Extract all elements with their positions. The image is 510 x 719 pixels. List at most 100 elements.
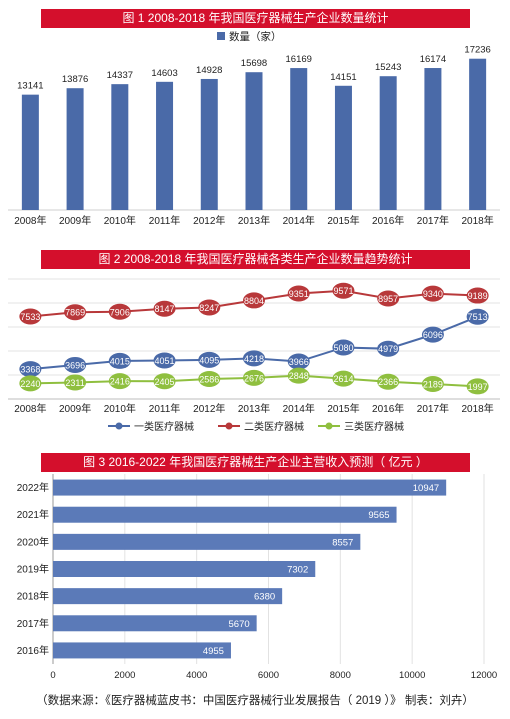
chart2-title: 图 2 2008-2018 年我国医疗器械各类生产企业数量趋势统计	[41, 250, 470, 269]
x-tick-label: 2014年	[283, 402, 315, 415]
data-label: 4051	[155, 356, 175, 366]
bar	[469, 58, 487, 210]
bar	[200, 78, 218, 210]
data-label: 2405	[155, 377, 175, 387]
data-point	[198, 351, 221, 368]
chart3-title: 图 3 2016-2022 年我国医疗器械生产企业主营收入预测（ 亿元 ）	[41, 453, 470, 472]
data-label: 2416	[110, 377, 130, 387]
data-point	[377, 290, 400, 307]
data-point	[153, 373, 176, 390]
data-point	[108, 303, 131, 320]
x-tick-label: 2000	[114, 670, 135, 681]
data-point	[108, 352, 131, 369]
legend-label: 数量（家）	[229, 30, 282, 43]
bar-value-label: 4955	[203, 646, 224, 657]
bar-value-label: 7302	[287, 565, 308, 576]
data-label: 7906	[110, 307, 130, 317]
data-point	[421, 285, 444, 302]
y-tick-label: 2017年	[17, 617, 49, 630]
bar	[379, 76, 397, 210]
bar	[21, 94, 39, 210]
x-tick-label: 10000	[399, 670, 425, 681]
data-label: 9189	[468, 291, 488, 301]
bar-value-label: 5670	[229, 619, 250, 630]
chart2-line-chart: 3368 3696 4015 4051 4095 4218 3966 5080 4979 6096…	[8, 278, 500, 433]
data-label: 2586	[199, 374, 219, 384]
data-point	[243, 369, 265, 386]
x-tick-label: 2017年	[417, 214, 449, 227]
data-label: 4095	[199, 355, 219, 365]
bar-value-label: 14928	[196, 65, 222, 76]
data-point	[198, 299, 221, 316]
x-tick-label: 8000	[330, 670, 351, 681]
x-tick-label: 2010年	[104, 402, 136, 415]
x-tick-label: 2018年	[462, 214, 494, 227]
data-point	[153, 352, 176, 369]
bar	[66, 88, 84, 210]
data-point	[377, 340, 400, 357]
data-label: 2848	[289, 371, 309, 381]
x-tick-label: 2015年	[327, 214, 359, 227]
data-label: 2614	[333, 374, 353, 384]
bar	[53, 506, 397, 523]
data-point	[19, 308, 42, 325]
data-label: 9340	[423, 289, 443, 299]
data-point	[243, 350, 265, 367]
legend-marker	[225, 422, 233, 430]
data-label: 8957	[378, 294, 398, 304]
bar	[53, 615, 257, 632]
data-label: 9351	[289, 289, 309, 299]
bar	[53, 479, 447, 496]
y-tick-label: 2020年	[17, 535, 49, 548]
data-point	[466, 308, 489, 325]
data-label: 6096	[423, 330, 443, 340]
bar	[290, 68, 308, 210]
y-tick-label: 2022年	[17, 481, 49, 494]
data-point	[153, 300, 176, 317]
bar-value-label: 16169	[286, 54, 312, 65]
data-source-note: （数据来源：《医疗器械蓝皮书：中国医疗器械行业发展报告（ 2019 ）》 制表：…	[36, 695, 474, 707]
bar	[53, 533, 361, 550]
data-label: 7513	[468, 312, 488, 322]
bar	[156, 81, 174, 210]
x-tick-label: 6000	[258, 670, 279, 681]
x-tick-label: 2013年	[238, 402, 270, 415]
bar	[53, 561, 316, 577]
bar-value-label: 16174	[420, 54, 446, 65]
bar-value-label: 13141	[17, 81, 43, 92]
data-point	[19, 361, 42, 378]
x-tick-label: 2011年	[149, 402, 181, 415]
data-label: 8247	[199, 303, 219, 313]
y-tick-label: 2019年	[17, 563, 49, 576]
data-label: 2240	[20, 379, 40, 389]
data-point	[64, 356, 87, 373]
x-tick-label: 0	[50, 670, 55, 681]
x-tick-label: 4000	[186, 670, 207, 681]
bar	[53, 588, 283, 605]
chart1-title: 图 1 2008-2018 年我国医疗器械生产企业数量统计	[41, 9, 470, 28]
data-point	[332, 339, 355, 356]
data-point	[287, 353, 310, 370]
legend-label: 一类医疗器械	[134, 420, 194, 433]
bar	[424, 68, 442, 210]
bar	[111, 84, 129, 210]
bar-value-label: 10947	[413, 483, 439, 494]
data-point	[108, 373, 131, 390]
chart3-horizontal-bar-chart: 0 2000 4000 6000 8000 10000 12000 10947 2022年 956…	[17, 474, 497, 681]
data-point	[287, 367, 310, 384]
x-tick-label: 2016年	[372, 402, 404, 415]
data-point	[198, 370, 221, 387]
data-point	[466, 378, 489, 395]
bar-value-label: 13876	[62, 74, 88, 85]
legend-swatch	[217, 32, 225, 40]
bar	[53, 642, 231, 659]
x-tick-label: 2010年	[104, 214, 136, 227]
data-label: 4015	[110, 356, 130, 366]
data-point	[287, 285, 310, 302]
legend-label: 二类医疗器械	[244, 420, 304, 433]
data-point	[332, 370, 355, 387]
data-label: 8147	[155, 304, 175, 314]
data-point	[64, 304, 87, 321]
bar-value-label: 17236	[464, 45, 490, 56]
bar-value-label: 14337	[107, 70, 133, 81]
